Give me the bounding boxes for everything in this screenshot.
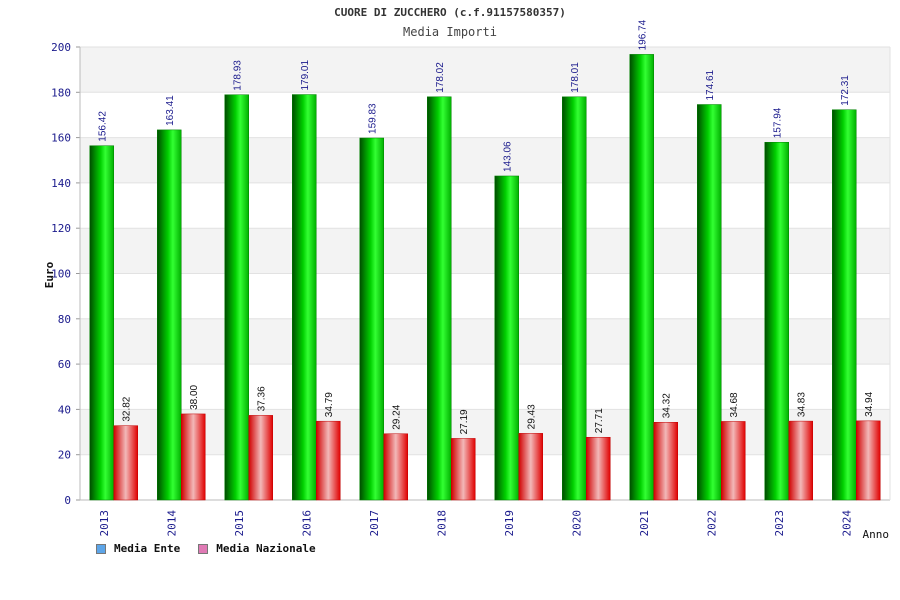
bar-media-ente-2014	[157, 129, 182, 501]
y-axis-title: Euro	[43, 261, 56, 288]
data-label-media-ente-2022: 174.61	[705, 69, 716, 100]
bar-media-ente-2018	[427, 96, 452, 501]
bar-media-nazionale-2013	[113, 425, 138, 501]
bar-media-ente-2013	[89, 145, 114, 501]
data-label-media-ente-2021: 196.74	[638, 19, 649, 50]
x-axis-title: Anno	[863, 528, 890, 541]
x-tick-label: 2021	[638, 510, 651, 537]
chart-title: CUORE DI ZUCCHERO (c.f.91157580357)	[334, 6, 566, 19]
data-label-media-ente-2015: 178.93	[233, 60, 244, 91]
bar-media-ente-2019	[494, 175, 519, 501]
y-tick-label: 0	[64, 494, 71, 507]
data-label-media-ente-2014: 163.41	[165, 95, 176, 126]
bar-media-nazionale-2018	[451, 438, 476, 501]
y-tick-label: 160	[51, 132, 71, 145]
bar-media-nazionale-2024	[856, 420, 881, 501]
x-tick-label: 2014	[165, 510, 178, 537]
data-label-media-nazionale-2014: 38.00	[189, 384, 200, 409]
data-label-media-ente-2024: 172.31	[840, 75, 851, 106]
x-tick-label: 2023	[773, 510, 786, 537]
plot-band	[80, 137, 890, 183]
data-label-media-ente-2016: 179.01	[300, 60, 311, 91]
bar-media-ente-2020	[562, 96, 587, 501]
bar-media-nazionale-2022	[721, 421, 746, 501]
bar-media-ente-2022	[697, 104, 722, 501]
plot-band	[80, 228, 890, 274]
bar-media-nazionale-2015	[248, 415, 273, 501]
y-tick-label: 120	[51, 222, 71, 235]
data-label-media-ente-2023: 157.94	[773, 107, 784, 138]
plot-band	[80, 182, 890, 229]
data-label-media-nazionale-2018: 27.19	[459, 409, 470, 434]
legend-label-media-ente: Media Ente	[114, 542, 181, 555]
y-tick-label: 80	[58, 313, 71, 326]
bar-media-nazionale-2021	[653, 422, 678, 501]
bar-media-ente-2016	[292, 94, 317, 501]
data-label-media-nazionale-2022: 34.68	[729, 392, 740, 417]
bar-media-nazionale-2014	[181, 413, 206, 501]
data-label-media-nazionale-2017: 29.24	[392, 404, 403, 429]
y-tick-label: 140	[51, 177, 71, 190]
x-tick-label: 2019	[503, 510, 516, 537]
bar-media-nazionale-2020	[586, 436, 611, 501]
data-label-media-nazionale-2024: 34.94	[864, 391, 875, 416]
bar-media-nazionale-2019	[518, 433, 543, 501]
data-label-media-ente-2013: 156.42	[98, 111, 109, 142]
y-tick-label: 200	[51, 41, 71, 54]
bar-media-ente-2023	[764, 142, 789, 501]
data-label-media-ente-2018: 178.02	[435, 62, 446, 93]
x-tick-label: 2024	[840, 510, 853, 537]
plot-band	[80, 364, 890, 410]
bar-media-ente-2021	[629, 54, 654, 501]
plot-band	[80, 409, 890, 455]
legend-item-media-ente: Media Ente	[96, 542, 180, 555]
plot-band	[80, 273, 890, 319]
data-label-media-ente-2019: 143.06	[503, 141, 514, 172]
data-label-media-nazionale-2013: 32.82	[122, 396, 133, 421]
bar-media-nazionale-2016	[316, 420, 341, 501]
legend-label-media-nazionale: Media Nazionale	[216, 542, 316, 555]
x-tick-label: 2020	[570, 510, 583, 537]
data-label-media-ente-2017: 159.83	[368, 103, 379, 134]
bar-media-ente-2017	[359, 137, 384, 501]
chart-subtitle: Media Importi	[403, 25, 497, 39]
legend: Media Ente Media Nazionale	[96, 542, 316, 555]
bar-media-nazionale-2017	[383, 433, 408, 501]
data-label-media-ente-2020: 178.01	[570, 62, 581, 93]
data-label-media-nazionale-2015: 37.36	[257, 386, 268, 411]
legend-swatch-media-nazionale	[198, 543, 209, 554]
data-label-media-nazionale-2021: 34.32	[662, 393, 673, 418]
y-tick-label: 100	[51, 268, 71, 281]
bar-media-ente-2015	[224, 94, 249, 501]
plot-band	[80, 318, 890, 365]
x-tick-label: 2017	[368, 510, 381, 537]
x-tick-label: 2022	[705, 510, 718, 537]
x-tick-label: 2016	[300, 510, 313, 537]
x-tick-label: 2013	[98, 510, 111, 537]
legend-swatch-media-ente	[96, 543, 106, 554]
plot-band	[80, 92, 890, 138]
bar-media-ente-2024	[832, 109, 857, 501]
data-label-media-nazionale-2019: 29.43	[527, 404, 538, 429]
y-tick-label: 180	[51, 86, 71, 99]
data-label-media-nazionale-2016: 34.79	[324, 392, 335, 417]
bar-media-nazionale-2023	[788, 420, 813, 501]
plot-band	[80, 454, 890, 500]
x-tick-label: 2018	[435, 510, 448, 537]
y-tick-label: 20	[58, 449, 71, 462]
data-label-media-nazionale-2020: 27.71	[594, 408, 605, 433]
legend-item-media-nazionale: Media Nazionale	[198, 542, 316, 555]
plot-band	[80, 47, 890, 93]
x-tick-label: 2015	[233, 510, 246, 537]
data-label-media-nazionale-2023: 34.83	[797, 392, 808, 417]
y-tick-label: 60	[58, 358, 71, 371]
y-tick-label: 40	[58, 403, 71, 416]
